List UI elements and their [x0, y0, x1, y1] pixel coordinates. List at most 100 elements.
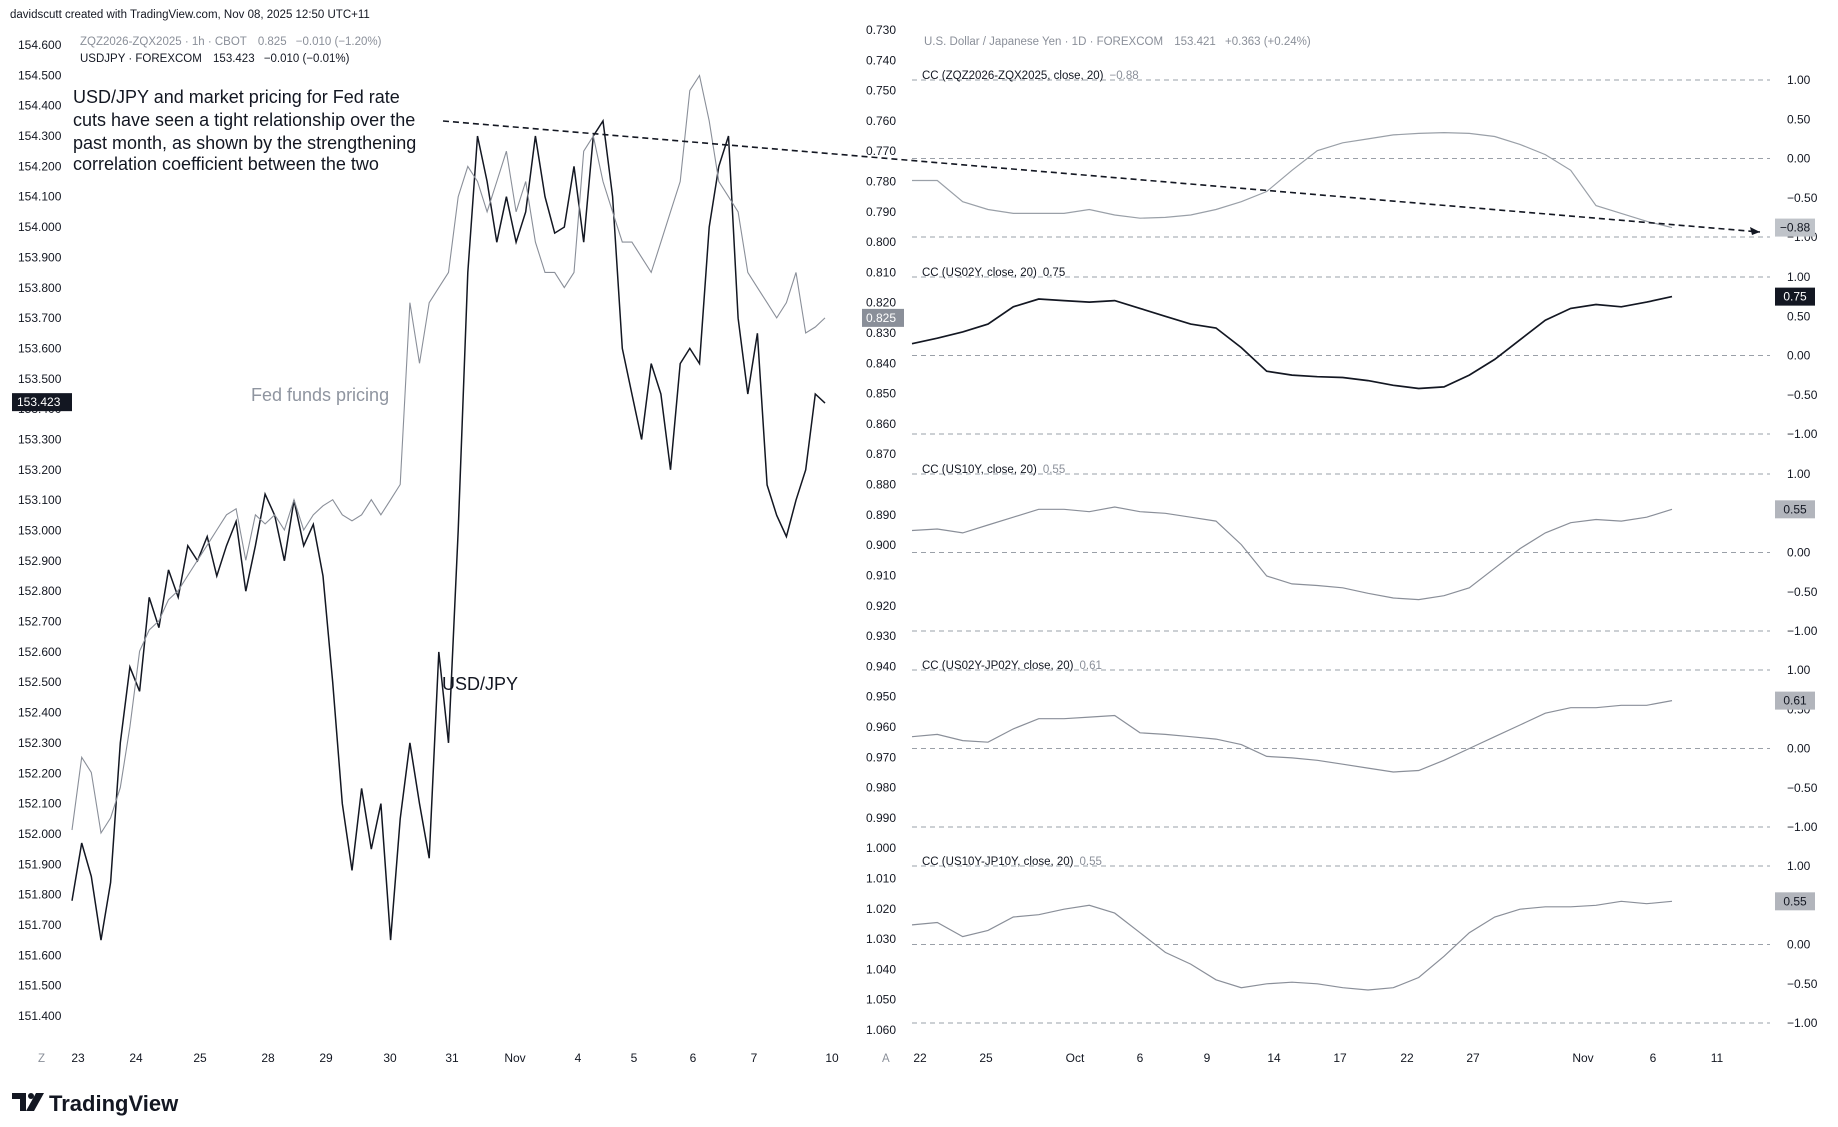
panel-axis-tick: 0.00 — [1787, 938, 1811, 952]
right-x-tick: 17 — [1333, 1051, 1347, 1065]
panel-value-badge — [1775, 691, 1815, 710]
right-axis-tick: 1.060 — [866, 1023, 896, 1037]
panel-label-value: 0.61 — [1080, 660, 1102, 672]
legend-fed-change: −0.010 (−1.20%) — [296, 36, 382, 48]
left-x-tick: 23 — [71, 1051, 85, 1065]
panel-axis-tick: 1.00 — [1787, 467, 1811, 481]
panel-label-name: CC (US02Y-JP02Y, close, 20) — [922, 660, 1074, 672]
left-x-tick: 10 — [825, 1051, 839, 1065]
right-axis-tick: 1.050 — [866, 993, 896, 1007]
left-axis-tick: 154.000 — [18, 220, 62, 234]
right-axis-tick: 0.810 — [866, 265, 896, 279]
annotation-line-4: correlation coefficient between the two — [73, 154, 379, 174]
panel-axis-tick: 0.50 — [1787, 309, 1811, 323]
right-x-tick: 11 — [1711, 1051, 1724, 1065]
left-axis-tick: 153.000 — [18, 524, 62, 538]
left-time-axis[interactable]: 23 24 25 28 29 30 31 Nov 4 5 6 7 10 — [71, 1051, 839, 1065]
right-time-axis[interactable]: 22 25 Oct 6 9 14 17 22 27 Nov 6 11 — [913, 1051, 1723, 1065]
correlation-panels: 1.00 0.50 0.00 −0.50 −1.00 CC (ZQZ2026-ZQX202… — [911, 70, 1818, 1030]
right-x-tick: 25 — [979, 1051, 993, 1065]
panel-label-name: CC (US10Y, close, 20) — [922, 464, 1037, 476]
right-correlation-chart[interactable]: U.S. Dollar / Japanese Yen · 1D · FOREXC… — [911, 36, 1818, 1065]
left-axis-tick: 152.200 — [18, 766, 62, 780]
right-axis-tick: 0.730 — [866, 23, 896, 37]
left-axis-tick: 152.700 — [18, 615, 62, 629]
left-axis-tick: 153.100 — [18, 493, 62, 507]
right-axis-tick: 0.960 — [866, 720, 896, 734]
panel-axis-tick: −0.50 — [1787, 388, 1818, 402]
right-chart-title: U.S. Dollar / Japanese Yen · 1D · FOREXC… — [924, 36, 1311, 48]
right-axis-tick: 1.010 — [866, 871, 896, 885]
panel-axis-tick: −1.00 — [1787, 1016, 1818, 1030]
left-x-tick: 7 — [751, 1051, 758, 1065]
right-axis-tick: 0.910 — [866, 568, 896, 582]
panel-axis-tick: 0.00 — [1787, 742, 1811, 756]
panel-label-value: −0.88 — [1110, 70, 1139, 82]
chart-watermark-header: davidscutt created with TradingView.com,… — [10, 9, 370, 21]
left-axis-tick: 152.000 — [18, 827, 62, 841]
right-axis-tick: 0.950 — [866, 690, 896, 704]
annotation-line-1: USD/JPY and market pricing for Fed rate — [73, 87, 400, 107]
panel-label-name: CC (US02Y, close, 20) — [922, 267, 1037, 279]
right-axis-tick: 0.860 — [866, 417, 896, 431]
left-axis-tick: 153.500 — [18, 372, 62, 386]
right-corner-label: A — [882, 1053, 890, 1065]
right-axis-tick: 0.990 — [866, 811, 896, 825]
right-x-tick: 22 — [913, 1051, 927, 1065]
usdjpy-label: USD/JPY — [442, 674, 518, 694]
panel-axis-tick: 0.00 — [1787, 349, 1811, 363]
left-axis-tick: 154.500 — [18, 68, 62, 82]
right-axis-tick: 1.040 — [866, 962, 896, 976]
left-x-tick: Nov — [504, 1051, 525, 1065]
right-axis-tick: 0.980 — [866, 781, 896, 795]
right-x-tick: 9 — [1204, 1051, 1211, 1065]
right-x-tick: 22 — [1400, 1051, 1414, 1065]
panel-value-badge — [1775, 500, 1815, 519]
left-x-tick: 5 — [631, 1051, 638, 1065]
tradingview-logo[interactable]: TradingView — [12, 1091, 179, 1116]
correlation-series-line — [911, 900, 1673, 991]
correlation-series-line — [911, 700, 1673, 773]
panel-label: CC (US02Y-JP02Y, close, 20) 0.61 — [922, 660, 1102, 672]
last-price-badge-label: 153.423 — [17, 395, 61, 409]
left-price-chart[interactable]: ZQZ2026-ZQX2025 · 1h · CBOT 0.825 −0.010… — [12, 23, 904, 1065]
right-x-tick: 6 — [1137, 1051, 1144, 1065]
right-axis-tick: 1.000 — [866, 841, 896, 855]
dashed-trendline[interactable] — [442, 120, 1761, 233]
left-axis-tick: 154.300 — [18, 129, 62, 143]
legend-usdjpy: USDJPY · FOREXCOM 153.423 −0.010 (−0.01%… — [80, 53, 350, 65]
fed-last-badge — [862, 308, 904, 327]
panel-value-badge-label: 0.75 — [1783, 290, 1807, 304]
left-axis[interactable]: 154.600 154.500 154.400 154.300 154.200 154.1… — [12, 38, 72, 1023]
panel-axis-tick: 1.00 — [1787, 270, 1811, 284]
left-axis-tick: 151.700 — [18, 918, 62, 932]
right-axis-tick: 0.750 — [866, 84, 896, 98]
panel-axis-tick: 1.00 — [1787, 663, 1811, 677]
panel-axis-tick: −1.00 — [1787, 624, 1818, 638]
right-axis-tick: 0.940 — [866, 659, 896, 673]
right-axis-inverted[interactable]: 0.730 0.740 0.750 0.760 0.770 0.780 0.790 0.800… — [862, 23, 904, 1037]
correlation-panel[interactable]: 1.00 0.50 0.00 −0.50 −1.00 CC (US02Y, close, … — [911, 267, 1818, 441]
right-x-tick: 14 — [1267, 1051, 1281, 1065]
right-axis-tick: 0.760 — [866, 114, 896, 128]
right-axis-tick: 0.900 — [866, 538, 896, 552]
panel-axis-tick: 1.00 — [1787, 859, 1811, 873]
panel-label: CC (ZQZ2026-ZQX2025, close, 20) −0.88 — [922, 70, 1139, 82]
right-axis-tick: 0.830 — [866, 326, 896, 340]
right-axis-tick: 0.850 — [866, 387, 896, 401]
left-axis-tick: 152.900 — [18, 554, 62, 568]
annotation-line-2: cuts have seen a tight relationship over… — [73, 110, 415, 130]
correlation-series-line — [911, 295, 1673, 390]
left-axis-tick: 152.400 — [18, 706, 62, 720]
panel-label-value: 0.75 — [1043, 267, 1065, 279]
tradingview-logo-icon — [12, 1093, 44, 1111]
panel-label: CC (US10Y-JP10Y, close, 20) 0.55 — [922, 856, 1102, 868]
right-axis-tick: 0.880 — [866, 478, 896, 492]
left-corner-label: Z — [38, 1053, 45, 1065]
left-x-tick: 25 — [193, 1051, 207, 1065]
left-axis-tick: 152.100 — [18, 797, 62, 811]
